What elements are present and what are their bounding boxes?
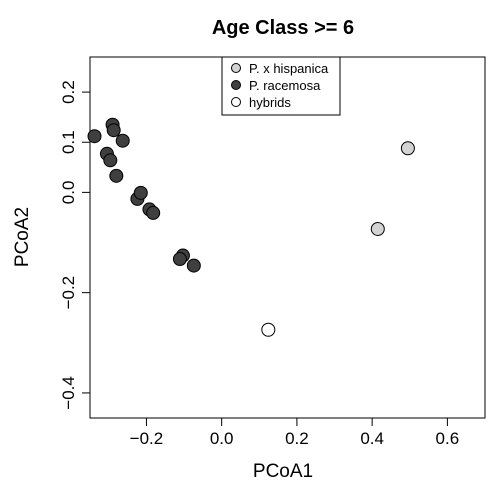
y-tick-label: 0.1 bbox=[59, 130, 78, 154]
data-point bbox=[186, 258, 201, 273]
y-tick-label: −0.2 bbox=[59, 276, 78, 310]
data-point bbox=[133, 185, 148, 200]
legend-marker bbox=[231, 97, 241, 107]
x-axis: −0.2 0.0 0.2 0.4 0.6 bbox=[130, 418, 460, 448]
y-axis: −0.4 −0.2 0.0 0.1 0.2 bbox=[59, 80, 90, 410]
y-tick-label: 0.0 bbox=[59, 181, 78, 205]
plot-frame bbox=[89, 56, 486, 419]
legend: P. x hispanica P. racemosa hybrids bbox=[221, 56, 341, 116]
data-point bbox=[370, 221, 385, 236]
data-point bbox=[103, 153, 118, 168]
data-point bbox=[172, 252, 187, 267]
y-tick-label: 0.2 bbox=[59, 80, 78, 104]
y-axis-label: PCoA2 bbox=[12, 207, 33, 267]
legend-label: P. x hispanica bbox=[249, 61, 329, 76]
x-tick-label: 0.2 bbox=[285, 429, 309, 448]
data-point bbox=[106, 123, 121, 138]
data-points bbox=[87, 117, 415, 337]
data-point bbox=[146, 205, 161, 220]
chart-title: Age Class >= 6 bbox=[212, 17, 354, 39]
data-point bbox=[115, 133, 130, 148]
legend-marker bbox=[231, 80, 241, 90]
x-tick-label: 0.0 bbox=[210, 429, 234, 448]
data-point bbox=[261, 322, 276, 337]
x-tick-label: −0.2 bbox=[130, 429, 164, 448]
data-point bbox=[109, 168, 124, 183]
legend-label: hybrids bbox=[249, 95, 291, 110]
legend-marker bbox=[231, 63, 241, 73]
x-axis-label: PCoA1 bbox=[253, 461, 313, 482]
y-tick-label: −0.4 bbox=[59, 376, 78, 410]
x-tick-label: 0.6 bbox=[436, 429, 460, 448]
data-point bbox=[87, 129, 102, 144]
legend-label: P. racemosa bbox=[249, 78, 321, 93]
x-tick-label: 0.4 bbox=[360, 429, 384, 448]
legend-box bbox=[221, 56, 341, 116]
data-point bbox=[400, 141, 415, 156]
